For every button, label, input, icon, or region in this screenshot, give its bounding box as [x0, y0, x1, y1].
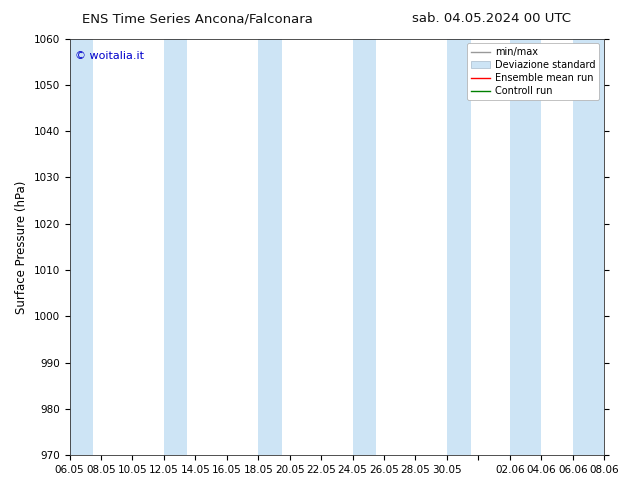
- Bar: [353, 39, 376, 455]
- Bar: [258, 39, 282, 455]
- Text: sab. 04.05.2024 00 UTC: sab. 04.05.2024 00 UTC: [412, 12, 571, 25]
- Bar: [510, 39, 541, 455]
- Text: © woitalia.it: © woitalia.it: [75, 51, 144, 61]
- Bar: [164, 39, 188, 455]
- Bar: [573, 39, 604, 455]
- Bar: [70, 39, 93, 455]
- Y-axis label: Surface Pressure (hPa): Surface Pressure (hPa): [15, 180, 28, 314]
- Bar: [447, 39, 470, 455]
- Text: ENS Time Series Ancona/Falconara: ENS Time Series Ancona/Falconara: [82, 12, 313, 25]
- Legend: min/max, Deviazione standard, Ensemble mean run, Controll run: min/max, Deviazione standard, Ensemble m…: [467, 44, 599, 100]
